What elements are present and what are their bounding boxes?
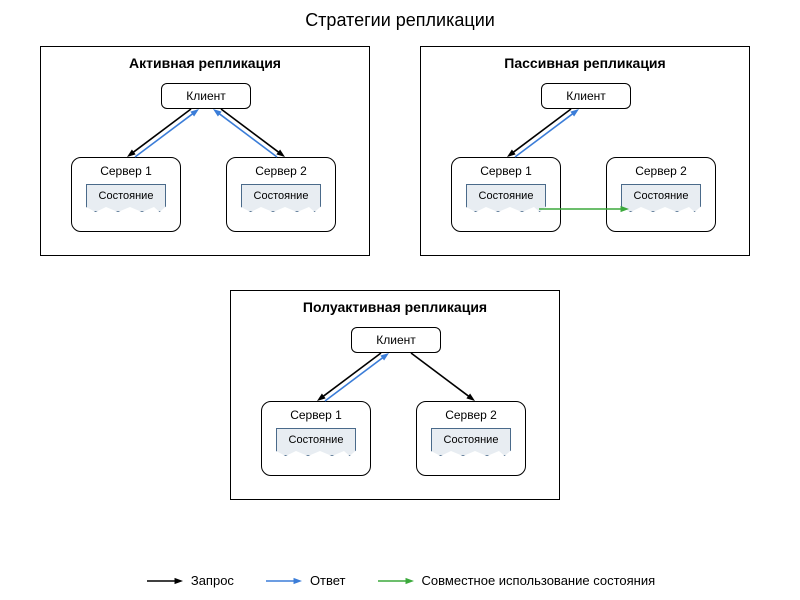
panel-passive: Пассивная репликация Клиент Сервер 1 Сос… <box>420 46 750 256</box>
active-client-box: Клиент <box>161 83 251 109</box>
legend: Запрос Ответ Совместное использование со… <box>0 573 800 588</box>
semi-server1-label: Сервер 1 <box>262 408 370 422</box>
passive-server2-state: Состояние <box>621 184 701 212</box>
legend-response: Ответ <box>264 573 346 588</box>
legend-share-arrow <box>376 574 416 588</box>
legend-share-label: Совместное использование состояния <box>422 573 656 588</box>
passive-server1-label: Сервер 1 <box>452 164 560 178</box>
panel-active-title: Активная репликация <box>41 55 369 71</box>
active-server1-label: Сервер 1 <box>72 164 180 178</box>
legend-request: Запрос <box>145 573 234 588</box>
active-server2-box: Сервер 2 Состояние <box>226 157 336 232</box>
active-client-label: Клиент <box>186 89 226 103</box>
legend-request-arrow <box>145 574 185 588</box>
legend-response-label: Ответ <box>310 573 346 588</box>
semi-server2-label: Сервер 2 <box>417 408 525 422</box>
legend-share: Совместное использование состояния <box>376 573 656 588</box>
passive-server2-box: Сервер 2 Состояние <box>606 157 716 232</box>
panel-semi-title: Полуактивная репликация <box>231 299 559 315</box>
panel-active: Активная репликация Клиент Сервер 1 Сост… <box>40 46 370 256</box>
active-server2-state: Состояние <box>241 184 321 212</box>
semi-client-label: Клиент <box>376 333 416 347</box>
active-server1-state: Состояние <box>86 184 166 212</box>
passive-client-box: Клиент <box>541 83 631 109</box>
semi-server1-box: Сервер 1 Состояние <box>261 401 371 476</box>
panel-passive-title: Пассивная репликация <box>421 55 749 71</box>
passive-server1-box: Сервер 1 Состояние <box>451 157 561 232</box>
legend-response-arrow <box>264 574 304 588</box>
page-title: Стратегии репликации <box>0 10 800 31</box>
passive-server1-state: Состояние <box>466 184 546 212</box>
active-server1-box: Сервер 1 Состояние <box>71 157 181 232</box>
panel-semi: Полуактивная репликация Клиент Сервер 1 … <box>230 290 560 500</box>
semi-server1-state: Состояние <box>276 428 356 456</box>
passive-client-label: Клиент <box>566 89 606 103</box>
semi-server2-box: Сервер 2 Состояние <box>416 401 526 476</box>
semi-server2-state: Состояние <box>431 428 511 456</box>
active-server2-label: Сервер 2 <box>227 164 335 178</box>
passive-server2-label: Сервер 2 <box>607 164 715 178</box>
semi-client-box: Клиент <box>351 327 441 353</box>
legend-request-label: Запрос <box>191 573 234 588</box>
